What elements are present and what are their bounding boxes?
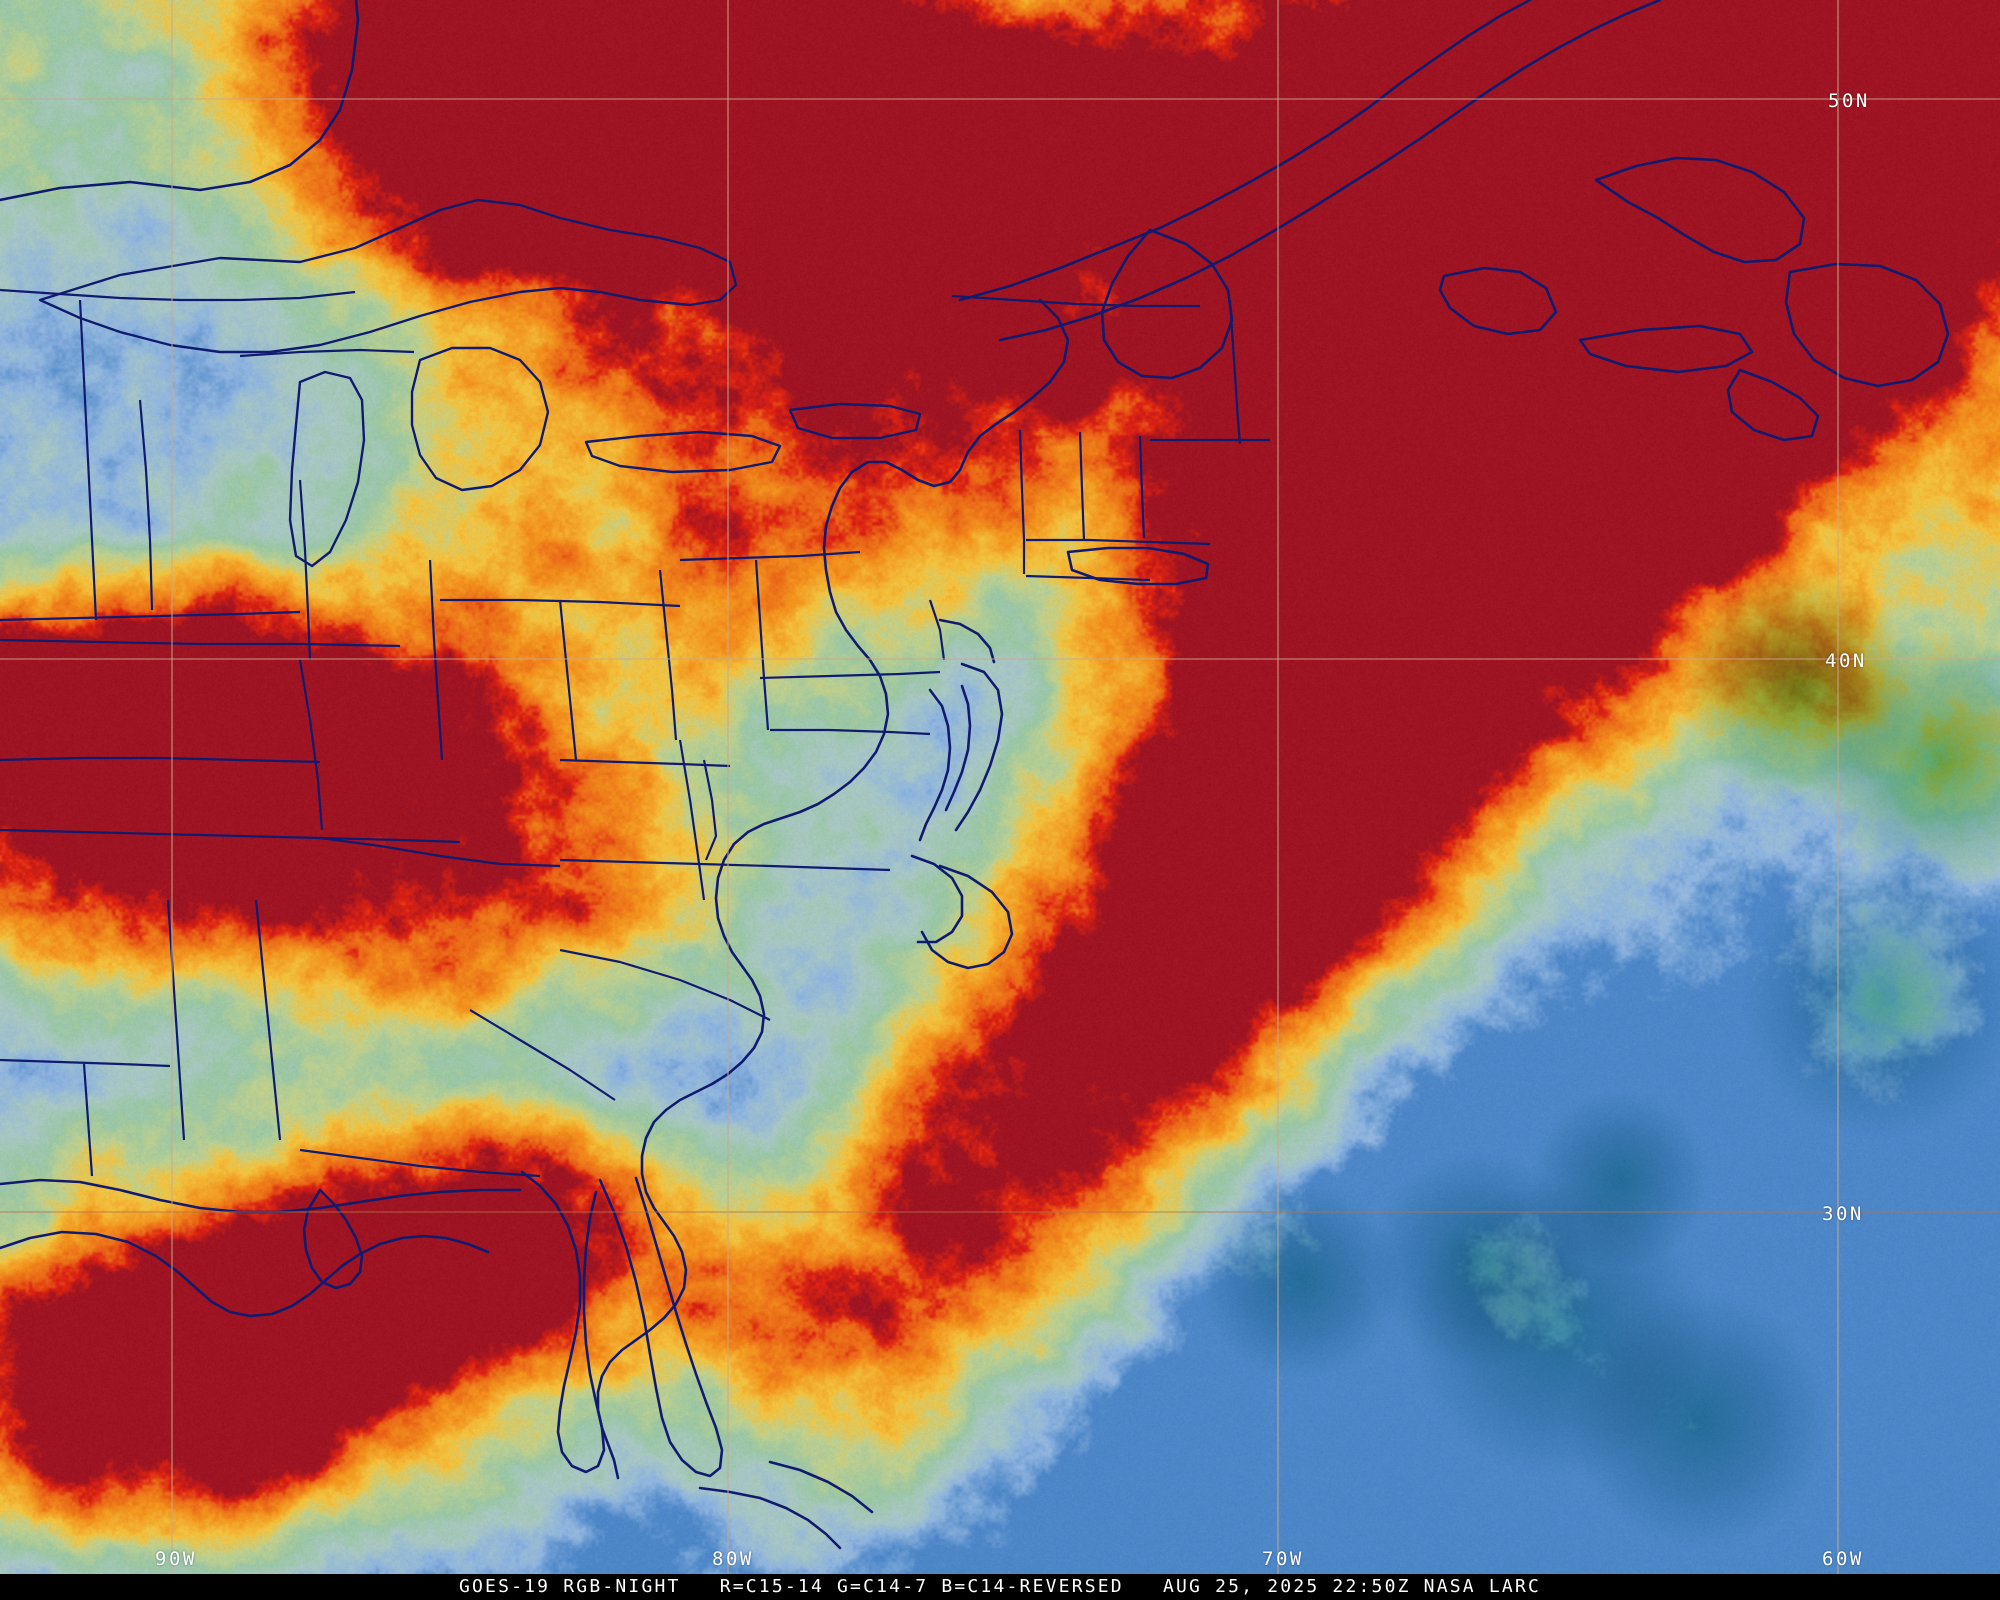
longitude-label: 70W — [1262, 1548, 1304, 1570]
longitude-label: 80W — [712, 1548, 754, 1570]
latitude-label: 40N — [1825, 650, 1867, 672]
longitude-label: 60W — [1822, 1548, 1864, 1570]
coastlines — [0, 0, 1950, 1550]
latitude-label: 50N — [1828, 90, 1870, 112]
latitude-label: 30N — [1822, 1203, 1864, 1225]
footer-metadata-text: GOES-19 RGB-NIGHT R=C15-14 G=C14-7 B=C14… — [458, 1576, 1542, 1597]
state-province-borders — [0, 288, 1270, 1178]
longitude-label: 90W — [155, 1548, 197, 1570]
footer-bar: GOES-19 RGB-NIGHT R=C15-14 G=C14-7 B=C14… — [0, 1574, 2000, 1600]
